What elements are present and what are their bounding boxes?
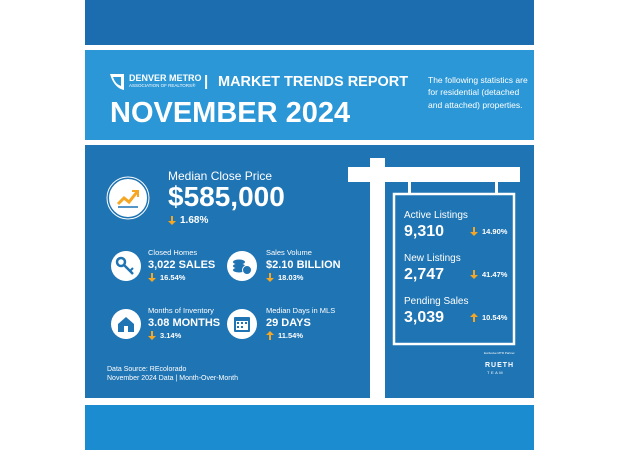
change-arrow bbox=[148, 273, 156, 282]
change-text: 10.54% bbox=[482, 313, 508, 322]
stat-icon-graphic bbox=[227, 251, 257, 281]
source: Data Source: REcolorado bbox=[107, 366, 187, 373]
change-arrow bbox=[470, 270, 478, 279]
top-band bbox=[85, 0, 534, 45]
change-arrow bbox=[148, 331, 156, 340]
stat-icon-graphic bbox=[111, 309, 141, 339]
change-arrow bbox=[470, 227, 478, 236]
headline-change: 1.68% bbox=[168, 215, 208, 226]
stat-value: 3,022 SALES bbox=[148, 259, 216, 271]
partner-name: RUETH bbox=[485, 362, 515, 369]
stat-label: Months of Inventory bbox=[148, 306, 214, 315]
bottom-band bbox=[85, 405, 534, 450]
stat-value: $2.10 BILLION bbox=[266, 259, 341, 271]
stat-icon bbox=[226, 250, 258, 287]
logo-icon bbox=[110, 74, 124, 90]
change-arrow bbox=[266, 273, 274, 282]
change: 41.47% bbox=[470, 270, 507, 279]
sign-label: Pending Sales bbox=[404, 296, 469, 307]
change-text: 14.90% bbox=[482, 227, 508, 236]
headline-value: $585,000 bbox=[168, 181, 285, 212]
sign-label: Active Listings bbox=[404, 210, 468, 221]
stat-icon bbox=[110, 250, 142, 287]
change-arrow bbox=[470, 313, 478, 322]
divider: | bbox=[204, 73, 209, 90]
stat-value: 29 DAYS bbox=[266, 317, 311, 329]
change-text: 16.54% bbox=[160, 273, 186, 282]
headline-label: Median Close Price bbox=[168, 169, 273, 183]
stat-label: Median Days in MLS bbox=[266, 306, 336, 315]
sign-value: 2,747 bbox=[404, 266, 445, 283]
stat-label: Closed Homes bbox=[148, 248, 198, 257]
stat-icon-graphic bbox=[111, 251, 141, 281]
stat-value: 3.08 MONTHS bbox=[148, 317, 221, 329]
org-name: DENVER METRO bbox=[129, 73, 202, 83]
stat-icon-graphic bbox=[227, 309, 257, 339]
change: 18.03% bbox=[266, 273, 303, 282]
header-panel bbox=[85, 50, 534, 140]
sign-graphic bbox=[348, 158, 520, 398]
change: 10.54% bbox=[470, 313, 507, 322]
stat-label: Sales Volume bbox=[266, 248, 312, 257]
period: November 2024 Data | Month-Over-Month bbox=[107, 375, 238, 382]
price-icon bbox=[106, 176, 150, 220]
stat-icon bbox=[226, 308, 258, 345]
change-text: 1.68% bbox=[180, 215, 209, 226]
change-text: 18.03% bbox=[278, 273, 304, 282]
change-arrow bbox=[168, 216, 176, 225]
stat-icon bbox=[110, 308, 142, 345]
partner-caption: Exclusive MTR Partner bbox=[484, 351, 515, 355]
change: 14.90% bbox=[470, 227, 507, 236]
header-note: The following statistics are for residen… bbox=[428, 75, 528, 110]
change-arrow bbox=[266, 331, 274, 340]
sign-value: 9,310 bbox=[404, 223, 445, 240]
partner-team: TEAM bbox=[487, 370, 505, 375]
sign-label: New Listings bbox=[404, 253, 461, 264]
change-text: 3.14% bbox=[160, 331, 182, 340]
change-text: 11.54% bbox=[278, 331, 304, 340]
main-title: NOVEMBER 2024 bbox=[110, 97, 351, 129]
report-title: MARKET TRENDS REPORT bbox=[218, 74, 409, 90]
change-text: 41.47% bbox=[482, 270, 508, 279]
change: 3.14% bbox=[148, 331, 181, 340]
change: 11.54% bbox=[266, 331, 303, 340]
org-sub: ASSOCIATION OF REALTORS® bbox=[129, 83, 196, 88]
change: 16.54% bbox=[148, 273, 185, 282]
sign-value: 3,039 bbox=[404, 309, 445, 326]
